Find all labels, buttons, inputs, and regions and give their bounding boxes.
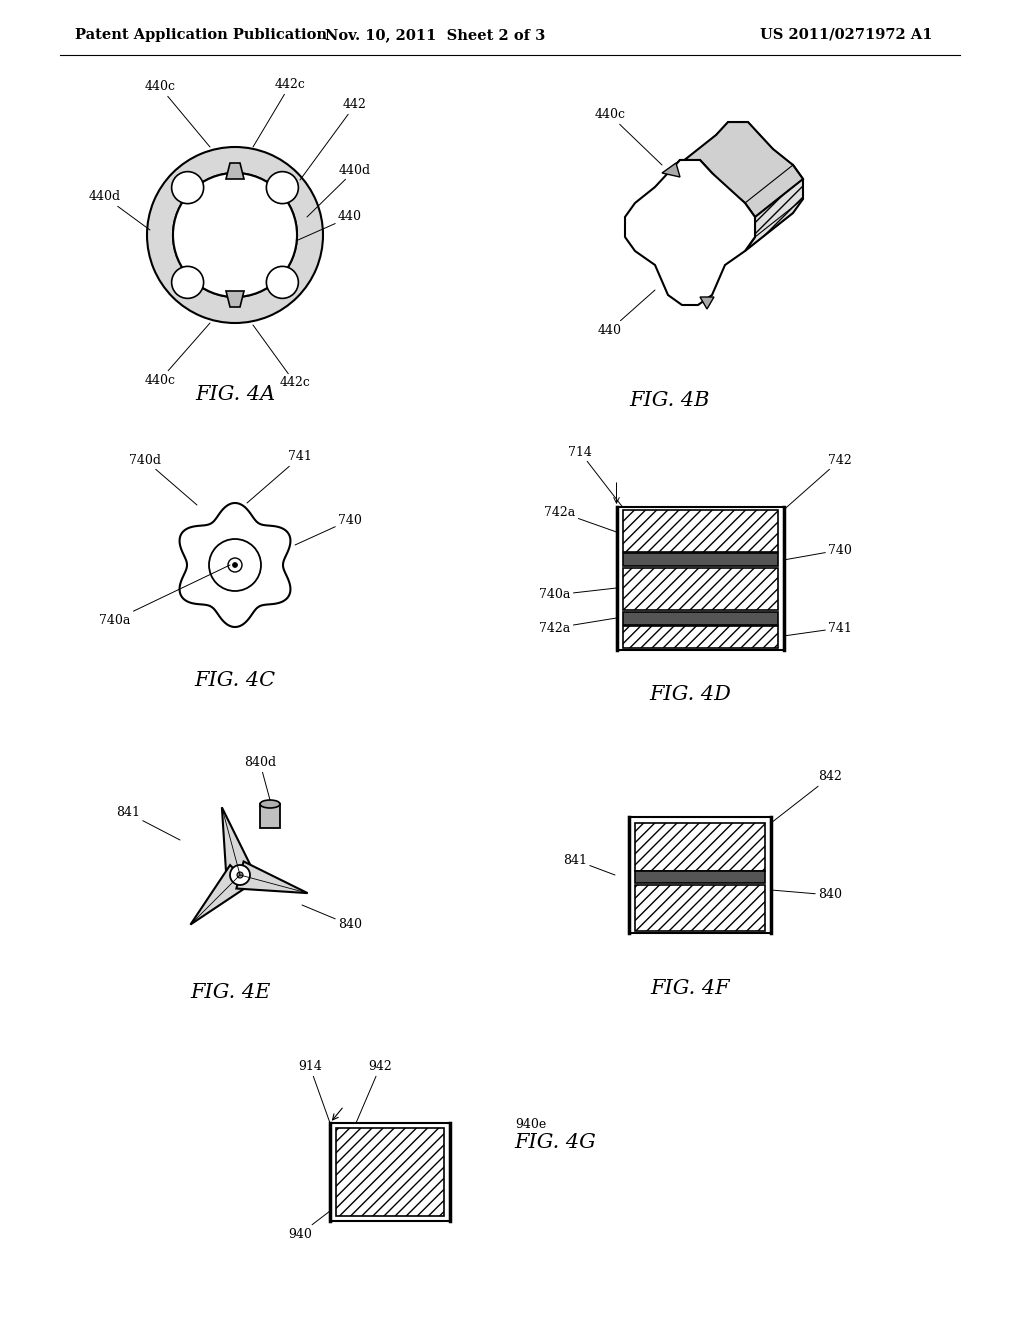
Polygon shape — [179, 503, 291, 627]
Circle shape — [228, 558, 242, 572]
Text: 742a: 742a — [545, 506, 616, 532]
Text: FIG. 4C: FIG. 4C — [195, 671, 275, 689]
Polygon shape — [745, 165, 803, 251]
Text: 840: 840 — [302, 906, 362, 932]
Text: 742a: 742a — [540, 618, 616, 635]
Text: FIG. 4F: FIG. 4F — [650, 978, 730, 998]
Circle shape — [266, 267, 298, 298]
Bar — [623, 568, 777, 610]
Bar — [623, 510, 777, 552]
Text: US 2011/0271972 A1: US 2011/0271972 A1 — [760, 28, 933, 42]
Bar — [336, 1129, 444, 1216]
Bar — [635, 884, 765, 931]
Text: Nov. 10, 2011  Sheet 2 of 3: Nov. 10, 2011 Sheet 2 of 3 — [325, 28, 545, 42]
Text: 440: 440 — [298, 210, 362, 240]
Polygon shape — [226, 290, 244, 308]
Text: FIG. 4B: FIG. 4B — [630, 391, 711, 409]
Polygon shape — [190, 865, 250, 924]
Text: 740: 740 — [783, 544, 852, 560]
Text: 440c: 440c — [144, 323, 210, 387]
Text: 914: 914 — [298, 1060, 330, 1123]
Circle shape — [266, 172, 298, 203]
Polygon shape — [237, 862, 307, 894]
Text: 942: 942 — [356, 1060, 392, 1123]
Text: 440d: 440d — [89, 190, 150, 230]
Bar — [260, 804, 280, 828]
Circle shape — [172, 267, 204, 298]
Circle shape — [230, 865, 250, 884]
Bar — [635, 871, 765, 883]
Text: 741: 741 — [783, 622, 852, 636]
Text: 741: 741 — [247, 450, 312, 503]
Circle shape — [237, 873, 243, 878]
Text: 440c: 440c — [595, 108, 662, 165]
Bar — [330, 1123, 450, 1221]
Text: 442c: 442c — [253, 325, 310, 389]
Bar — [635, 822, 765, 871]
Polygon shape — [700, 297, 714, 309]
Circle shape — [173, 173, 297, 297]
Ellipse shape — [260, 800, 280, 808]
Text: 842: 842 — [771, 771, 842, 822]
Text: 442c: 442c — [253, 78, 305, 147]
Text: 440d: 440d — [307, 164, 371, 216]
Polygon shape — [226, 162, 244, 180]
Text: 940: 940 — [288, 1210, 330, 1241]
Polygon shape — [668, 121, 803, 216]
Text: 841: 841 — [116, 807, 180, 840]
Text: Patent Application Publication: Patent Application Publication — [75, 28, 327, 42]
Circle shape — [209, 539, 261, 591]
Text: 442: 442 — [300, 99, 367, 180]
Text: 742: 742 — [783, 454, 852, 510]
Text: 940e: 940e — [515, 1118, 546, 1130]
Circle shape — [172, 172, 204, 203]
Text: 440c: 440c — [144, 81, 210, 147]
Bar — [623, 553, 777, 566]
Text: 840d: 840d — [244, 756, 276, 800]
Text: 440: 440 — [598, 290, 655, 337]
Text: 840: 840 — [771, 888, 842, 902]
Polygon shape — [625, 160, 755, 305]
Text: FIG. 4G: FIG. 4G — [514, 1133, 596, 1151]
Text: FIG. 4D: FIG. 4D — [649, 685, 731, 705]
Text: 841: 841 — [563, 854, 615, 875]
Polygon shape — [222, 808, 254, 879]
Text: 740d: 740d — [129, 454, 197, 506]
Bar — [623, 612, 777, 624]
Polygon shape — [662, 162, 680, 177]
Bar — [623, 626, 777, 648]
Text: FIG. 4A: FIG. 4A — [195, 385, 275, 404]
Text: 740: 740 — [295, 513, 361, 545]
Bar — [616, 507, 783, 649]
Text: 740a: 740a — [99, 565, 230, 627]
Text: 714: 714 — [568, 446, 623, 507]
Circle shape — [232, 562, 238, 568]
Text: FIG. 4E: FIG. 4E — [189, 983, 270, 1002]
Text: 740a: 740a — [540, 587, 616, 602]
Bar — [629, 817, 771, 933]
